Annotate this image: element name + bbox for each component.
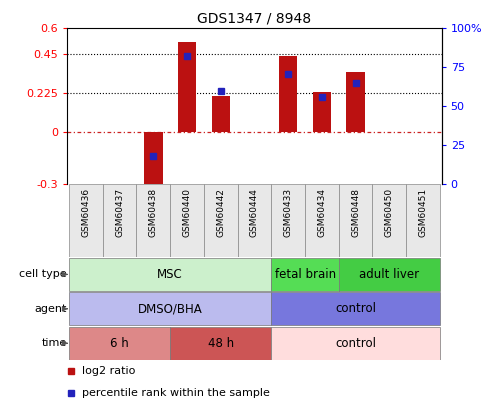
Bar (204, 184, 238, 257)
Text: 48 h: 48 h (208, 337, 234, 350)
Bar (271, 292, 440, 325)
Text: GSM60451: GSM60451 (419, 188, 428, 237)
Bar (279, 56, 297, 132)
Text: GSM60442: GSM60442 (216, 188, 225, 237)
Text: percentile rank within the sample: percentile rank within the sample (82, 388, 270, 398)
Text: log2 ratio: log2 ratio (82, 366, 136, 375)
Bar (144, 132, 163, 191)
Text: control: control (335, 302, 376, 315)
Text: adult liver: adult liver (359, 268, 420, 281)
Text: 6 h: 6 h (110, 337, 129, 350)
Bar (69, 327, 170, 360)
Bar (178, 42, 196, 132)
Bar (103, 184, 137, 257)
Text: GSM60440: GSM60440 (183, 188, 192, 237)
Title: GDS1347 / 8948: GDS1347 / 8948 (198, 12, 311, 26)
Bar (137, 184, 170, 257)
Bar (339, 258, 440, 291)
Bar (271, 327, 440, 360)
Text: MSC: MSC (157, 268, 183, 281)
Bar (212, 96, 230, 132)
Bar (238, 184, 271, 257)
Bar (271, 184, 305, 257)
Text: GSM60434: GSM60434 (317, 188, 326, 237)
Text: GSM60437: GSM60437 (115, 188, 124, 237)
Bar (372, 184, 406, 257)
Bar (170, 184, 204, 257)
Bar (170, 327, 271, 360)
Text: GSM60436: GSM60436 (81, 188, 90, 237)
Bar (313, 92, 331, 132)
Bar (69, 184, 103, 257)
Bar (346, 72, 365, 132)
Text: DMSO/BHA: DMSO/BHA (138, 302, 203, 315)
Bar (271, 258, 339, 291)
Text: GSM60438: GSM60438 (149, 188, 158, 237)
Text: GSM60450: GSM60450 (385, 188, 394, 237)
Text: control: control (335, 337, 376, 350)
Bar (406, 184, 440, 257)
Bar (69, 258, 271, 291)
Text: GSM60444: GSM60444 (250, 188, 259, 237)
Text: cell type: cell type (19, 269, 67, 279)
Text: agent: agent (34, 304, 67, 314)
Bar (305, 184, 339, 257)
Text: fetal brain: fetal brain (274, 268, 336, 281)
Text: time: time (41, 338, 67, 348)
Bar (339, 184, 372, 257)
Text: GSM60433: GSM60433 (284, 188, 293, 237)
Text: GSM60448: GSM60448 (351, 188, 360, 237)
Bar (69, 292, 271, 325)
